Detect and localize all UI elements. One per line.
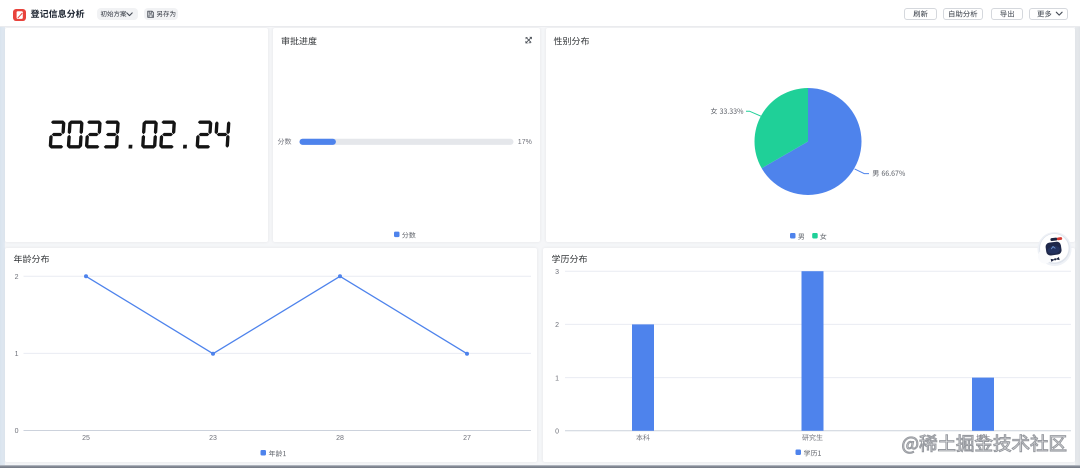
svg-text:27: 27 xyxy=(463,435,471,442)
svg-text:28: 28 xyxy=(336,435,344,442)
svg-text:0: 0 xyxy=(555,429,559,436)
svg-text:1: 1 xyxy=(15,351,19,358)
svg-text:3: 3 xyxy=(555,269,559,276)
svg-text:25: 25 xyxy=(82,435,90,442)
svg-text:17%: 17% xyxy=(518,139,532,146)
svg-text:0: 0 xyxy=(15,428,19,435)
svg-text:1: 1 xyxy=(555,375,559,382)
svg-text:23: 23 xyxy=(209,435,217,442)
svg-text:2: 2 xyxy=(15,274,19,281)
svg-text:2: 2 xyxy=(555,322,559,329)
